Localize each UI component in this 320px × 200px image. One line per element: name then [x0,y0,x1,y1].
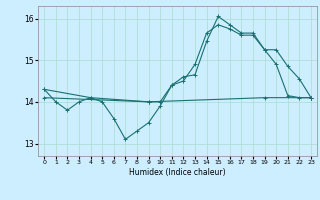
X-axis label: Humidex (Indice chaleur): Humidex (Indice chaleur) [129,168,226,177]
